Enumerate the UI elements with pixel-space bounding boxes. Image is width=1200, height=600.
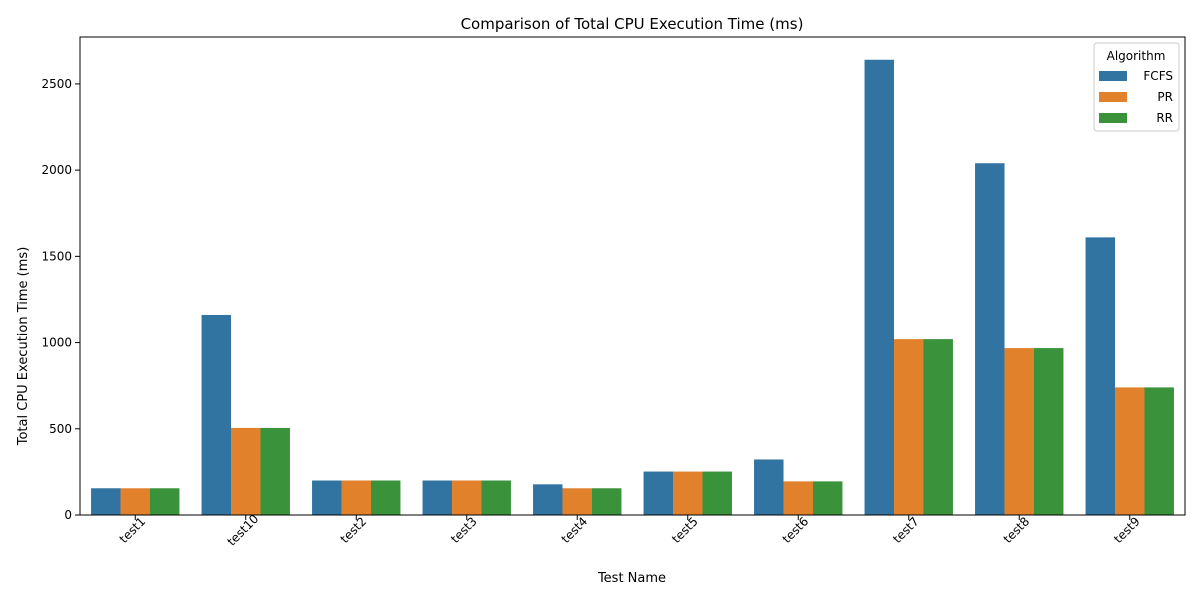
y-tick-label: 500 [49,422,72,436]
bar-rr-test10 [260,427,290,515]
legend-swatch-fcfs [1099,71,1127,81]
bar-pr-test10 [231,427,261,515]
bar-fcfs-test3 [422,480,453,515]
plot-area [91,59,1174,516]
bar-rr-test8 [1033,348,1064,515]
bar-fcfs-test10 [201,314,232,515]
bar-rr-test4 [591,488,622,515]
bar-fcfs-test6 [754,459,784,515]
bar-rr-test5 [702,471,732,515]
legend-swatch-rr [1099,113,1127,123]
bar-fcfs-test7 [864,59,895,515]
bar-fcfs-test8 [975,163,1005,516]
legend-items: FCFS PR RR [1099,69,1173,125]
chart-title: Comparison of Total CPU Execution Time (… [461,15,804,33]
bar-pr-test6 [783,481,813,515]
bar-rr-test6 [812,481,843,515]
legend-swatch-pr [1099,92,1127,102]
bar-rr-test9 [1144,387,1174,515]
bar-rr-test3 [481,480,511,515]
y-tick-label: 1500 [41,249,72,263]
bar-pr-test8 [1004,348,1034,515]
legend-label-fcfs: FCFS [1143,69,1173,83]
y-axis-label: Total CPU Execution Time (ms) [16,247,31,447]
bar-pr-test2 [341,480,371,515]
bar-pr-test3 [452,480,482,515]
bar-rr-test7 [923,339,953,515]
legend-label-pr: PR [1157,90,1173,104]
bar-pr-test1 [120,488,150,515]
y-axis-ticks: 0 500 1000 1500 2000 2500 [41,77,80,522]
bar-fcfs-test1 [91,488,121,515]
bar-rr-test2 [370,480,401,515]
bar-rr-test1 [149,488,180,515]
axes-frame [79,36,1186,516]
legend-frame [1093,42,1180,132]
bar-pr-test9 [1115,387,1145,515]
bar-pr-test4 [562,488,592,515]
bar-fcfs-test2 [312,480,342,515]
y-tick-label: 1000 [41,336,72,350]
bar-fcfs-test9 [1085,237,1116,515]
legend-title: Algorithm [1107,49,1166,63]
x-axis-label: Test Name [597,571,666,586]
bar-fcfs-test4 [533,484,563,515]
bar-pr-test5 [673,471,703,515]
legend-label-rr: RR [1156,111,1173,125]
y-tick-label: 2000 [41,163,72,177]
bar-fcfs-test5 [643,471,674,515]
legend: Algorithm FCFS PR RR [1093,42,1180,132]
y-tick-label: 2500 [41,77,72,91]
bar-pr-test7 [894,339,924,515]
y-tick-label: 0 [64,508,72,522]
